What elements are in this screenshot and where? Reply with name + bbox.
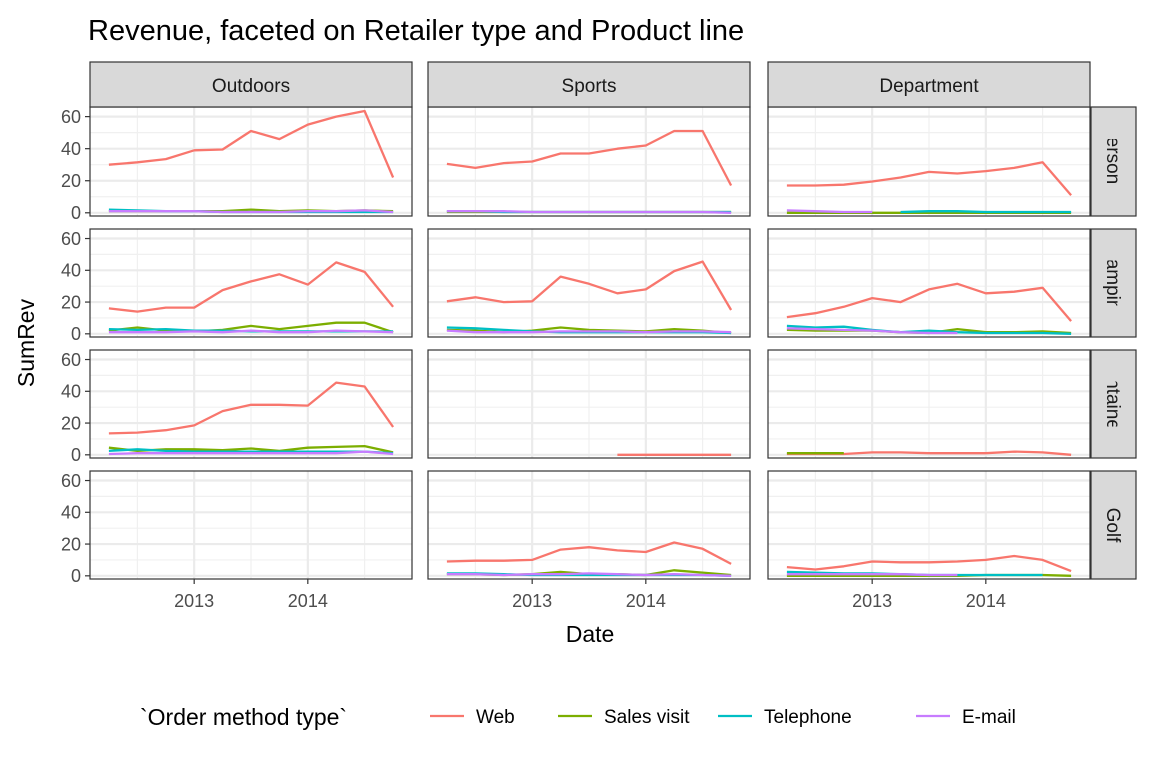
row-strip-golf [1090,470,1137,580]
row-strip-label: Camping [1102,245,1123,321]
legend-label-web: Web [476,707,515,728]
series-line-web [108,109,395,178]
series-line-e-mail [446,572,732,577]
row-strip-camping [1090,228,1137,338]
x-tick-label: 2013 [174,591,214,611]
y-tick-label: 0 [71,445,81,465]
panel-camping-sports [427,228,751,338]
panel-golf-sports [427,470,751,580]
column-strip-label: Department [879,76,979,97]
row-strip-label: Personal [1102,124,1123,199]
series-line-e-mail [446,210,732,214]
row-strip-label: Golf [1102,508,1123,544]
y-tick-label: 20 [61,413,81,433]
legend-title: `Order method type` [140,704,347,730]
y-tick-label: 40 [61,382,81,402]
y-axis-title: SumRev [13,298,39,387]
row-strip-label: ountaineeri [1102,357,1123,451]
series-line-telephone [786,324,1072,335]
y-tick-label: 60 [61,107,81,127]
series-line-e-mail [786,327,958,335]
panel-border [427,470,751,580]
y-tick-label: 20 [61,292,81,312]
column-strip-department [767,61,1091,108]
legend-label-sales-visit: Sales visit [604,707,690,728]
panel-golf-outdoors [89,470,413,580]
series-line-web [108,381,395,435]
row-strip-mountaineering [1090,349,1137,459]
series-line-web [786,161,1072,196]
panel-border [767,470,1091,580]
series-line-e-mail [446,329,732,334]
series-line-e-mail [108,209,394,214]
series-line-web [786,282,1072,322]
panel-personal-department [767,106,1091,217]
y-tick-label: 0 [71,324,81,344]
series-line-e-mail [108,450,394,456]
y-tick-label: 20 [61,171,81,191]
legend-label-e-mail: E-mail [962,707,1016,728]
panel-mountaineering-department [767,349,1091,459]
x-axis-title: Date [566,621,615,647]
series-line-web [786,554,1072,573]
x-tick-label: 2014 [626,591,666,611]
y-tick-label: 0 [71,566,81,586]
series-line-e-mail [108,329,394,334]
x-tick-label: 2014 [966,591,1006,611]
column-strip-sports [427,61,751,108]
column-strip-outdoors [89,61,413,108]
panel-border [89,470,413,580]
x-tick-label: 2013 [852,591,892,611]
series-line-web [108,261,394,313]
panel-border [767,349,1091,459]
y-tick-label: 60 [61,229,81,249]
panel-border [89,349,413,459]
column-strip-label: Sports [562,76,617,97]
series-line-e-mail [786,573,958,577]
legend-label-telephone: Telephone [764,707,852,728]
panel-border [427,349,751,459]
y-tick-label: 60 [61,350,81,370]
panel-border [427,228,751,338]
panel-camping-department [767,228,1091,338]
legend: `Order method type` Web Sales visit Teleph… [140,704,1016,730]
panel-personal-outdoors [89,106,413,217]
y-tick-label: 40 [61,503,81,523]
panel-border [89,228,413,338]
series-line-telephone [900,210,1072,214]
panel-border [767,228,1091,338]
series-line-e-mail [786,209,873,214]
y-tick-label: 20 [61,534,81,554]
y-tick-label: 40 [61,261,81,281]
series-line-web [446,129,733,187]
panel-mountaineering-sports [427,349,751,459]
y-tick-label: 60 [61,471,81,491]
series-line-web [446,541,732,565]
x-tick-label: 2013 [512,591,552,611]
chart-title: Revenue, faceted on Retailer type and Pr… [88,15,744,47]
panel-golf-department [767,470,1091,580]
row-strip-personal [1090,106,1137,217]
panel-camping-outdoors [89,228,413,338]
series-line-web [446,260,733,311]
panel-personal-sports [427,106,751,217]
y-tick-label: 0 [71,203,81,223]
panel-mountaineering-outdoors [89,349,413,459]
column-strip-label: Outdoors [212,76,290,97]
y-tick-label: 40 [61,139,81,159]
x-tick-label: 2014 [288,591,328,611]
